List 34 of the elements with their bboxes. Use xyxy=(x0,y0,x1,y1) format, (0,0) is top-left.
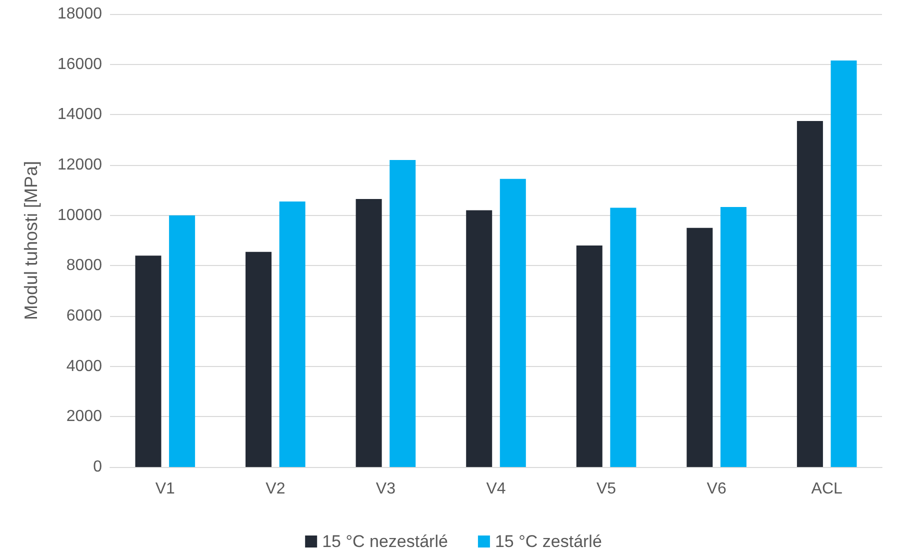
x-tick-label: V2 xyxy=(266,480,286,498)
x-tick-label: ACL xyxy=(811,480,843,498)
bar xyxy=(135,256,162,467)
y-tick-label: 16000 xyxy=(58,56,102,73)
y-tick-label: 14000 xyxy=(58,106,102,124)
bar xyxy=(356,198,382,467)
bar xyxy=(500,178,526,467)
y-tick-label: 18000 xyxy=(58,6,102,22)
bar xyxy=(610,208,636,467)
y-tick-label: 12000 xyxy=(58,156,102,174)
x-tick-label: V5 xyxy=(596,480,616,498)
legend-label: 15 °C nezestárlé xyxy=(322,532,448,551)
bar xyxy=(796,120,823,467)
bar xyxy=(830,60,857,467)
bar xyxy=(576,246,602,467)
y-tick-label: 0 xyxy=(93,458,102,476)
x-tick-label: V1 xyxy=(155,480,176,498)
bar xyxy=(390,160,416,467)
y-tick-label: 10000 xyxy=(58,206,102,224)
bar xyxy=(246,252,272,467)
y-tick-label: 6000 xyxy=(66,308,102,324)
y-tick-label: 8000 xyxy=(66,257,102,274)
y-tick-label: 2000 xyxy=(66,408,102,426)
bar xyxy=(466,210,492,467)
x-tick-label: V3 xyxy=(376,480,396,498)
x-tick-label: V6 xyxy=(706,480,726,498)
bar xyxy=(279,201,306,467)
bar xyxy=(720,207,746,467)
bar xyxy=(686,228,713,467)
y-tick-label: 4000 xyxy=(66,358,102,375)
x-tick-label: V4 xyxy=(486,480,506,498)
legend-label: 15 °C zestárlé xyxy=(494,532,602,551)
y-axis-title: Modul tuhosti [MPa] xyxy=(21,160,41,320)
bar xyxy=(169,215,196,467)
